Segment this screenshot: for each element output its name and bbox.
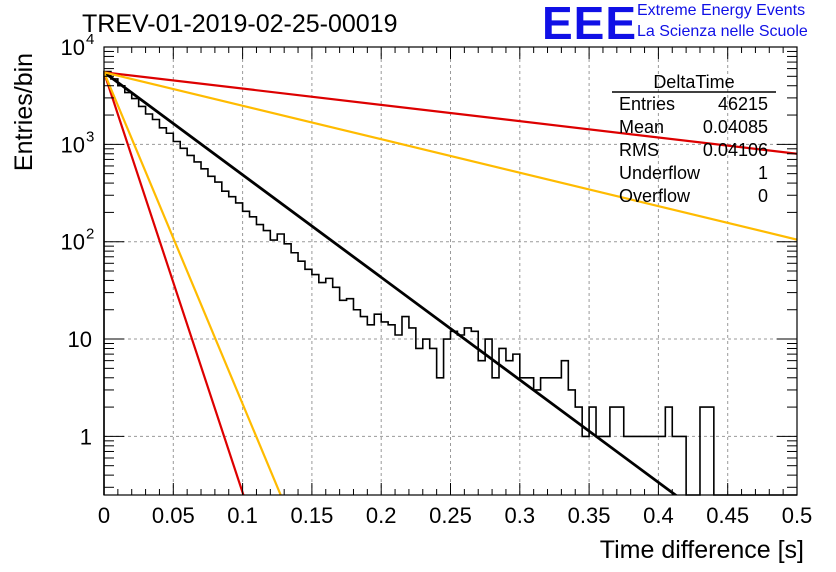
stats-row-label: Underflow	[619, 163, 701, 183]
y-tick-label: 10	[61, 132, 85, 157]
stats-row-value: 0.04106	[703, 140, 768, 160]
y-tick-label: 1	[80, 424, 92, 449]
stats-row-value: 0.04085	[703, 117, 768, 137]
x-tick-label: 0.5	[782, 503, 813, 528]
logo-subtitle-line2: La Scienza nelle Scuole	[637, 23, 808, 40]
fit-line	[104, 71, 678, 495]
x-tick-label: 0.35	[568, 503, 611, 528]
y-axis-label: Entries/bin	[10, 53, 38, 171]
stats-row-value: 1	[758, 163, 768, 183]
fit-line	[104, 71, 245, 495]
axes-layer: 0 0.05 0.1 0.15 0.2 0.25 0.3 0.35 0.4 0.45 0.51101…	[61, 31, 813, 528]
grid-layer	[104, 47, 797, 495]
stats-row-label: Overflow	[619, 186, 691, 206]
histogram-outline	[103, 70, 797, 496]
y-tick-exponent: 3	[86, 128, 94, 145]
y-tick-label: 10	[68, 327, 92, 352]
stats-row-value: 0	[758, 186, 768, 206]
y-tick-label: 10	[61, 35, 85, 60]
x-tick-label: 0.05	[152, 503, 195, 528]
x-tick-label: 0.45	[706, 503, 749, 528]
fit-lines-layer	[104, 71, 797, 495]
stats-title: DeltaTime	[653, 72, 734, 92]
x-tick-label: 0.15	[290, 503, 333, 528]
chart-title: TREV-01-2019-02-25-00019	[82, 10, 398, 38]
y-tick-exponent: 4	[86, 31, 94, 48]
x-tick-label: 0.1	[227, 503, 258, 528]
stats-row-value: 46215	[718, 94, 768, 114]
logo-subtitle-line1: Extreme Energy Events	[637, 2, 806, 19]
fit-line	[104, 71, 797, 155]
stats-row-label: Entries	[619, 94, 675, 114]
histogram-layer	[103, 70, 797, 496]
eee-logo: EEE	[542, 0, 638, 49]
x-axis-label: Time difference [s]	[600, 536, 804, 564]
x-tick-label: 0.25	[429, 503, 472, 528]
y-tick-exponent: 2	[86, 226, 94, 243]
stats-row-label: Mean	[619, 117, 664, 137]
stats-row-label: RMS	[619, 140, 659, 160]
x-tick-label: 0.3	[505, 503, 536, 528]
fit-line	[104, 71, 282, 495]
x-tick-label: 0.4	[643, 503, 674, 528]
fit-line	[104, 71, 797, 241]
x-tick-label: 0	[98, 503, 110, 528]
plot-frame	[103, 46, 798, 496]
x-tick-label: 0.2	[366, 503, 397, 528]
y-tick-label: 10	[61, 230, 85, 255]
